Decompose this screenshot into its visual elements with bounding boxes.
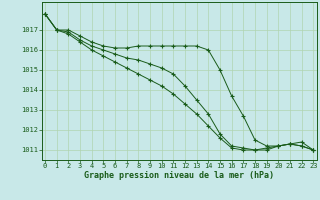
X-axis label: Graphe pression niveau de la mer (hPa): Graphe pression niveau de la mer (hPa) — [84, 171, 274, 180]
